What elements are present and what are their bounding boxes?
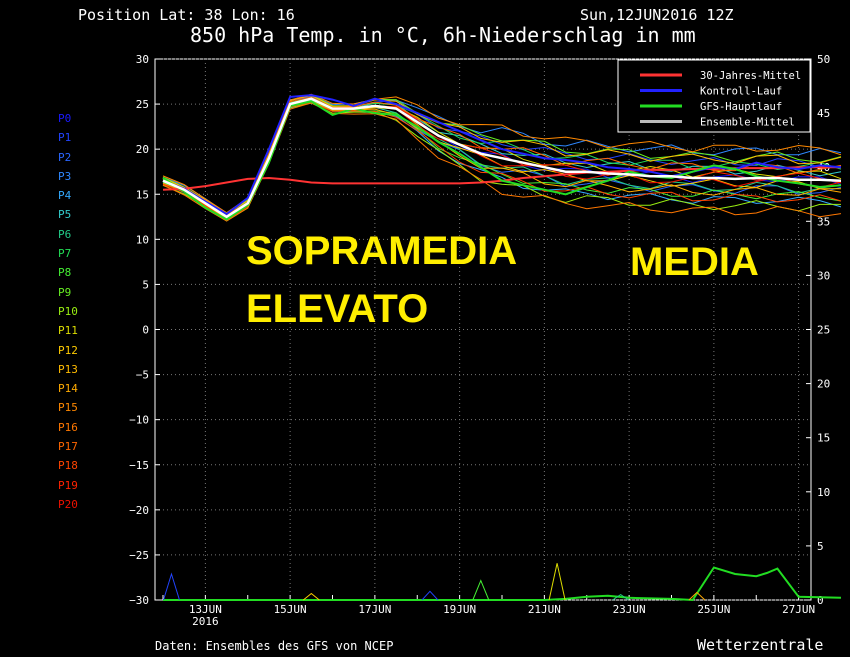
member-precip-spike bbox=[612, 593, 629, 601]
member-precip-spike bbox=[688, 591, 706, 601]
annotation-elevato: ELEVATO bbox=[246, 287, 428, 331]
run-time-label: Sun,12JUN2016 12Z bbox=[580, 6, 734, 24]
member-label: P8 bbox=[58, 266, 72, 280]
member-label: P4 bbox=[58, 189, 72, 203]
chart-title: 850 hPa Temp. in °C, 6h-Niederschlag in … bbox=[190, 23, 696, 47]
y2-tick-label: 30 bbox=[817, 269, 830, 282]
x-tick-label: 21JUN bbox=[528, 603, 561, 616]
legend-label: GFS-Hauptlauf bbox=[700, 101, 782, 113]
y-tick-label: 0 bbox=[142, 324, 149, 337]
member-precip-spike bbox=[548, 563, 566, 601]
member-label: P1 bbox=[58, 131, 72, 145]
member-label: P3 bbox=[58, 169, 72, 183]
gfs-precip-line bbox=[163, 566, 842, 602]
member-label: P19 bbox=[58, 478, 78, 492]
member-label: P13 bbox=[58, 362, 78, 376]
y2-tick-label: 25 bbox=[817, 324, 830, 337]
y2-tick-label: 0 bbox=[817, 594, 824, 607]
y-tick-label: 10 bbox=[136, 233, 149, 246]
member-precip-spike bbox=[302, 592, 320, 601]
member-label: P11 bbox=[58, 324, 78, 338]
member-label: P14 bbox=[58, 382, 78, 396]
y-tick-label: 30 bbox=[136, 53, 149, 66]
x-tick-label: 13JUN bbox=[189, 603, 222, 616]
y-tick-label: 5 bbox=[142, 278, 149, 291]
member-precip-spike bbox=[162, 572, 180, 601]
credit-label: Wetterzentrale bbox=[697, 636, 824, 654]
member-line bbox=[162, 93, 842, 214]
member-label: P0 bbox=[58, 112, 72, 125]
precipitation-series bbox=[162, 563, 842, 602]
member-precip-spike bbox=[421, 590, 439, 601]
annotation-media: MEDIA bbox=[630, 240, 759, 284]
y-tick-label: −20 bbox=[129, 504, 149, 517]
member-list: P0 P1 P2 P3 P4 P5 P6 P7 P8 P9 P10 P11 P12 P13 P14 P15 P1… bbox=[58, 109, 78, 514]
member-label: P5 bbox=[58, 208, 72, 222]
y2-tick-label: 10 bbox=[817, 486, 830, 499]
legend-label: Kontroll-Lauf bbox=[700, 86, 782, 98]
member-label: P10 bbox=[58, 304, 78, 318]
member-label: P18 bbox=[58, 459, 78, 473]
y-tick-label: 15 bbox=[136, 188, 149, 201]
temperature-series bbox=[162, 93, 842, 222]
y-tick-label: 25 bbox=[136, 98, 149, 111]
ensemble-mean-line bbox=[162, 97, 842, 219]
member-label: P20 bbox=[58, 497, 78, 511]
y-axis-left: 30 25 20 15 10 5 0 −5 −10 −15 −20 −25 −30 bbox=[129, 53, 160, 607]
member-precip-spike bbox=[472, 579, 490, 601]
member-label: P17 bbox=[58, 440, 78, 454]
annotation-sopramedia: SOPRAMEDIA bbox=[246, 229, 517, 273]
legend: 30-Jahres-Mittel Kontroll-Lauf GFS-Hauptla… bbox=[617, 59, 811, 133]
member-label: P6 bbox=[58, 227, 72, 241]
y2-tick-label: 45 bbox=[817, 107, 830, 120]
y-tick-label: −10 bbox=[129, 414, 149, 427]
member-label: P9 bbox=[58, 285, 72, 299]
y2-tick-label: 20 bbox=[817, 378, 830, 391]
x-tick-label: 27JUN bbox=[782, 603, 815, 616]
member-label: P15 bbox=[58, 401, 78, 415]
gfs-main-run-line bbox=[162, 100, 842, 221]
x-tick-label: 19JUN bbox=[443, 603, 476, 616]
y-tick-label: −15 bbox=[129, 459, 149, 472]
position-label: Position Lat: 38 Lon: 16 bbox=[78, 6, 295, 24]
member-label: P16 bbox=[58, 420, 78, 434]
legend-label: Ensemble-Mittel bbox=[700, 117, 795, 129]
x-tick-label: 23JUN bbox=[613, 603, 646, 616]
y-tick-label: −25 bbox=[129, 549, 149, 562]
member-label: P2 bbox=[58, 150, 72, 164]
x-tick-label: 25JUN bbox=[697, 603, 730, 616]
legend-label: 30-Jahres-Mittel bbox=[700, 70, 801, 82]
y-tick-label: 20 bbox=[136, 143, 149, 156]
y2-tick-label: 50 bbox=[817, 53, 830, 66]
x-tick-sublabel: 2016 bbox=[192, 615, 219, 628]
member-label: P12 bbox=[58, 343, 78, 357]
x-tick-label: 17JUN bbox=[358, 603, 391, 616]
x-tick-label: 15JUN bbox=[274, 603, 307, 616]
data-source: Daten: Ensembles des GFS von NCEP bbox=[155, 639, 394, 653]
y-tick-label: −30 bbox=[129, 594, 149, 607]
y2-tick-label: 5 bbox=[817, 540, 824, 553]
y-tick-label: −5 bbox=[136, 369, 149, 382]
y2-tick-label: 15 bbox=[817, 432, 830, 445]
y2-tick-label: 35 bbox=[817, 215, 830, 228]
member-label: P7 bbox=[58, 247, 72, 261]
